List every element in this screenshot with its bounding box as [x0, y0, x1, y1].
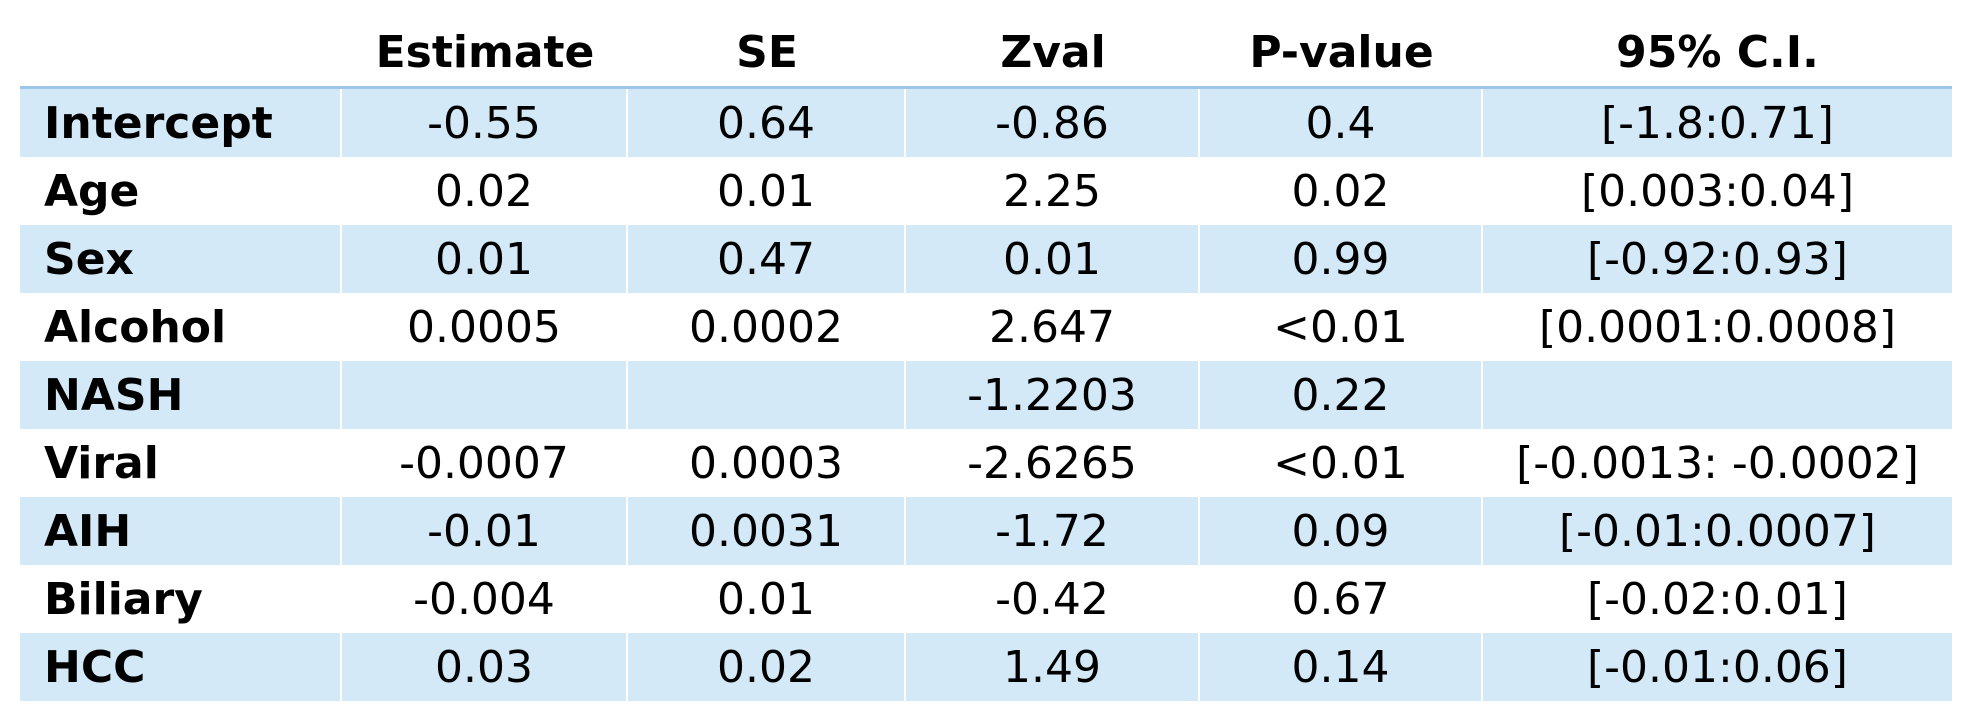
- cell-estimate: 0.03: [342, 633, 628, 701]
- table-row: Alcohol 0.0005 0.0002 2.647 <0.01 [0.000…: [20, 293, 1952, 361]
- row-label: HCC: [20, 633, 342, 701]
- cell-se: 0.02: [628, 633, 906, 701]
- cell-pvalue: 0.67: [1200, 565, 1483, 633]
- cell-ci: [-0.01:0.06]: [1483, 633, 1952, 701]
- regression-table: Estimate SE Zval P-value 95% C.I. Interc…: [20, 18, 1952, 701]
- table-row: NASH -1.2203 0.22: [20, 361, 1952, 429]
- cell-ci: [-0.01:0.0007]: [1483, 497, 1952, 565]
- row-label: NASH: [20, 361, 342, 429]
- cell-se: [628, 361, 906, 429]
- row-label: Alcohol: [20, 293, 342, 361]
- table-body: Intercept -0.55 0.64 -0.86 0.4 [-1.8:0.7…: [20, 89, 1952, 701]
- table-row: AIH -0.01 0.0031 -1.72 0.09 [-0.01:0.000…: [20, 497, 1952, 565]
- header-cell-estimate: Estimate: [342, 18, 628, 89]
- cell-ci: [0.003:0.04]: [1483, 157, 1952, 225]
- cell-estimate: 0.01: [342, 225, 628, 293]
- cell-zval: -1.72: [906, 497, 1200, 565]
- header-cell-se: SE: [628, 18, 906, 89]
- cell-estimate: -0.004: [342, 565, 628, 633]
- cell-pvalue: <0.01: [1200, 293, 1483, 361]
- cell-pvalue: 0.02: [1200, 157, 1483, 225]
- cell-pvalue: 0.22: [1200, 361, 1483, 429]
- row-label: Biliary: [20, 565, 342, 633]
- cell-pvalue: 0.4: [1200, 89, 1483, 157]
- cell-se: 0.47: [628, 225, 906, 293]
- row-label: Sex: [20, 225, 342, 293]
- table-row: Viral -0.0007 0.0003 -2.6265 <0.01 [-0.0…: [20, 429, 1952, 497]
- cell-se: 0.64: [628, 89, 906, 157]
- cell-estimate: [342, 361, 628, 429]
- cell-se: 0.0031: [628, 497, 906, 565]
- row-label: AIH: [20, 497, 342, 565]
- header-cell-zval: Zval: [906, 18, 1200, 89]
- cell-zval: -1.2203: [906, 361, 1200, 429]
- table-row: Age 0.02 0.01 2.25 0.02 [0.003:0.04]: [20, 157, 1952, 225]
- cell-estimate: -0.0007: [342, 429, 628, 497]
- cell-zval: -2.6265: [906, 429, 1200, 497]
- cell-se: 0.0003: [628, 429, 906, 497]
- cell-ci: [-0.02:0.01]: [1483, 565, 1952, 633]
- header-cell-ci: 95% C.I.: [1483, 18, 1952, 89]
- cell-zval: 0.01: [906, 225, 1200, 293]
- cell-se: 0.01: [628, 157, 906, 225]
- regression-table-container: Estimate SE Zval P-value 95% C.I. Interc…: [20, 18, 1952, 701]
- header-cell-blank: [20, 18, 342, 89]
- cell-zval: 2.25: [906, 157, 1200, 225]
- row-label: Intercept: [20, 89, 342, 157]
- table-row: Intercept -0.55 0.64 -0.86 0.4 [-1.8:0.7…: [20, 89, 1952, 157]
- cell-ci: [0.0001:0.0008]: [1483, 293, 1952, 361]
- cell-zval: -0.42: [906, 565, 1200, 633]
- cell-ci: [1483, 361, 1952, 429]
- cell-ci: [-0.92:0.93]: [1483, 225, 1952, 293]
- table-row: Biliary -0.004 0.01 -0.42 0.67 [-0.02:0.…: [20, 565, 1952, 633]
- header-cell-pvalue: P-value: [1200, 18, 1483, 89]
- cell-ci: [-1.8:0.71]: [1483, 89, 1952, 157]
- cell-se: 0.0002: [628, 293, 906, 361]
- table-header: Estimate SE Zval P-value 95% C.I.: [20, 18, 1952, 89]
- cell-pvalue: <0.01: [1200, 429, 1483, 497]
- cell-pvalue: 0.14: [1200, 633, 1483, 701]
- table-row: Sex 0.01 0.47 0.01 0.99 [-0.92:0.93]: [20, 225, 1952, 293]
- cell-estimate: 0.0005: [342, 293, 628, 361]
- cell-zval: -0.86: [906, 89, 1200, 157]
- cell-estimate: -0.01: [342, 497, 628, 565]
- cell-ci: [-0.0013: -0.0002]: [1483, 429, 1952, 497]
- cell-zval: 1.49: [906, 633, 1200, 701]
- cell-se: 0.01: [628, 565, 906, 633]
- header-row: Estimate SE Zval P-value 95% C.I.: [20, 18, 1952, 89]
- row-label: Viral: [20, 429, 342, 497]
- cell-estimate: -0.55: [342, 89, 628, 157]
- cell-zval: 2.647: [906, 293, 1200, 361]
- cell-estimate: 0.02: [342, 157, 628, 225]
- row-label: Age: [20, 157, 342, 225]
- cell-pvalue: 0.09: [1200, 497, 1483, 565]
- cell-pvalue: 0.99: [1200, 225, 1483, 293]
- table-row: HCC 0.03 0.02 1.49 0.14 [-0.01:0.06]: [20, 633, 1952, 701]
